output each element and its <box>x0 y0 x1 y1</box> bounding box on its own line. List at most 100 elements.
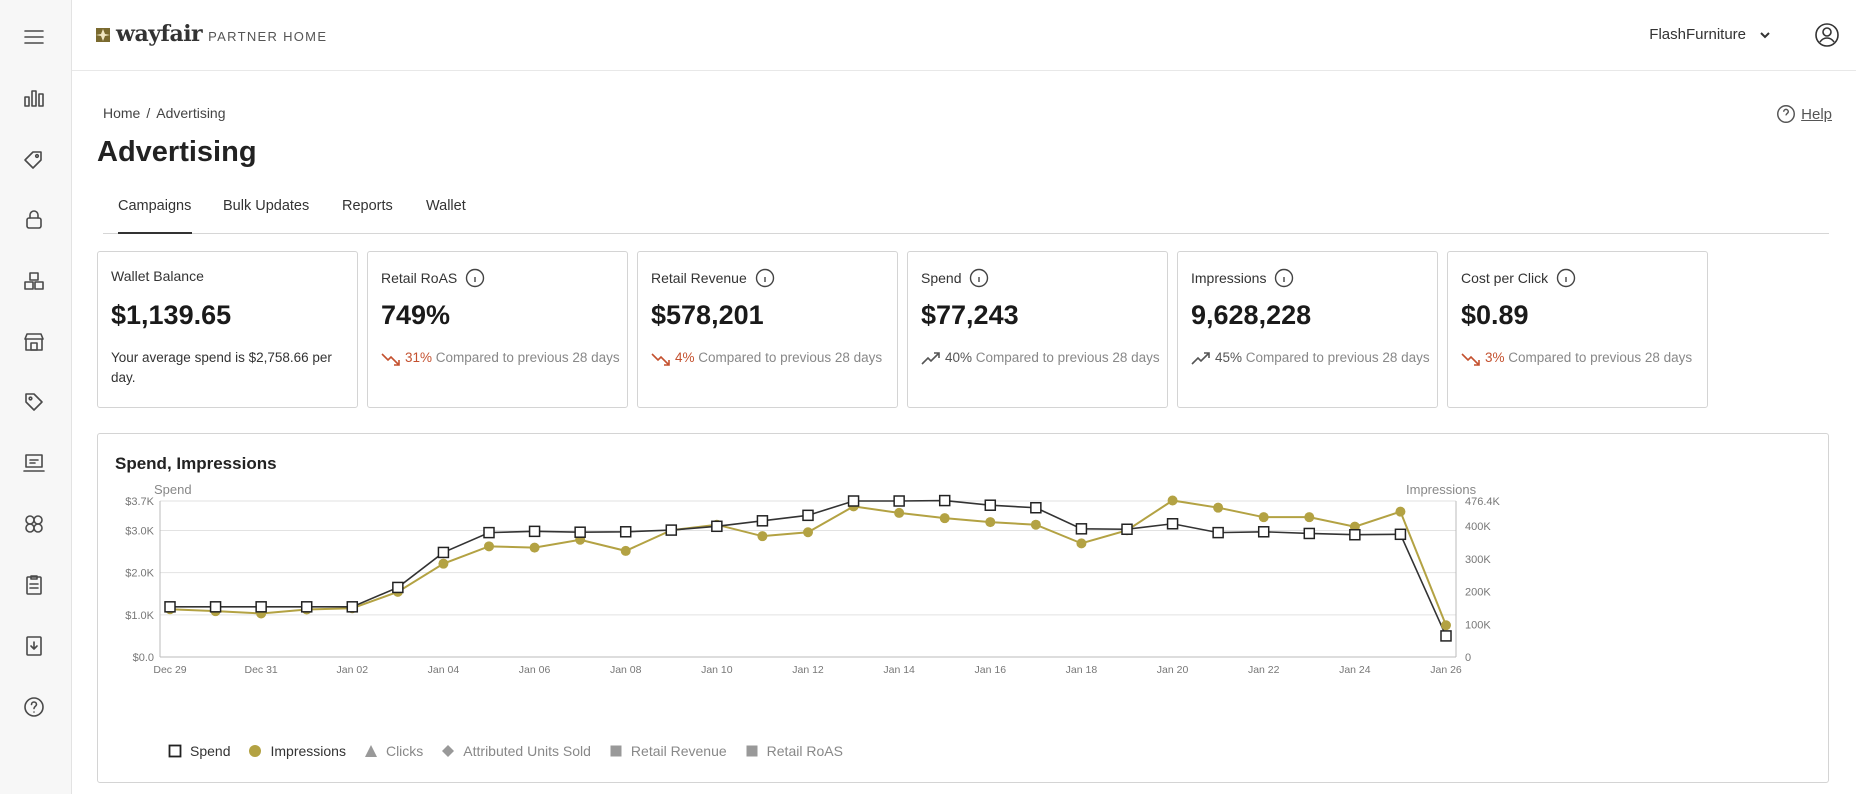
legend-label: Retail Revenue <box>630 743 727 759</box>
kpi-label: Cost per Click <box>1461 268 1576 288</box>
download-doc-icon[interactable] <box>16 628 52 664</box>
trend-down-icon <box>651 348 675 372</box>
price-tag-icon[interactable] <box>16 384 52 420</box>
legend-item-retail-revenue[interactable]: Retail Revenue <box>609 743 727 759</box>
y-right-tick-label: 400K <box>1465 521 1491 533</box>
help-circle-icon[interactable] <box>16 689 52 725</box>
x-tick-label: Jan 08 <box>610 664 642 676</box>
legend-item-attributed-units-sold[interactable]: Attributed Units Sold <box>441 743 591 759</box>
spend-point <box>802 509 814 522</box>
kpi-delta-pct: 4% <box>675 350 695 365</box>
kpi-delta-pct: 40% <box>945 350 973 365</box>
x-tick-label: Dec 29 <box>153 664 186 676</box>
spend-point <box>665 524 678 536</box>
kpi-card-spend: Spend $77,243 40% Compared to previous 2… <box>907 251 1168 408</box>
trend-down-icon <box>1461 348 1485 372</box>
breadcrumb-separator: / <box>146 105 151 121</box>
impressions-point <box>803 527 813 538</box>
help-label: Help <box>1801 105 1832 123</box>
kpi-value: $0.89 <box>1461 300 1529 330</box>
square-marker-icon <box>168 744 182 758</box>
spend-point <box>938 494 951 507</box>
chart-canvas: $0.0 $1.0K $2.0K $3.0K $3.7K 0 100K 200K 300K 400… <box>125 482 1500 676</box>
grid-circles-icon[interactable] <box>16 506 52 542</box>
impressions-point <box>939 513 950 524</box>
tab-reports[interactable]: Reports <box>342 198 393 214</box>
spend-point <box>756 515 769 527</box>
account-switcher[interactable]: FlashFurniture <box>1649 26 1772 43</box>
info-icon[interactable] <box>1274 268 1294 288</box>
boxes-icon[interactable] <box>16 263 52 299</box>
kpi-card-wallet-balance: Wallet Balance $1,139.65 Your average sp… <box>97 251 358 408</box>
square-filled-marker-icon <box>746 745 758 757</box>
spend-point <box>1212 526 1224 539</box>
impressions-point <box>1167 495 1178 506</box>
legend-item-impressions[interactable]: Impressions <box>248 743 346 759</box>
clipboard-icon[interactable] <box>16 567 52 603</box>
kpi-card-impressions: Impressions 9,628,228 45% Compared to pr… <box>1177 251 1438 408</box>
x-tick-label: Jan 14 <box>883 664 915 676</box>
legend-item-retail-roas[interactable]: Retail RoAS <box>745 743 843 759</box>
chevron-down-icon <box>1760 31 1770 38</box>
spend-point <box>1440 630 1452 642</box>
info-icon[interactable] <box>465 268 485 288</box>
tab-bulk-updates[interactable]: Bulk Updates <box>223 198 310 214</box>
spend-point <box>255 601 267 613</box>
user-account-icon[interactable] <box>1814 22 1840 48</box>
kpi-label-text: Cost per Click <box>1461 270 1549 286</box>
y-right-tick-label: 0 <box>1465 652 1471 664</box>
y-right-tick-label: 100K <box>1465 619 1491 631</box>
info-icon[interactable] <box>755 268 775 288</box>
impressions-point <box>1258 512 1269 523</box>
kpi-delta-pct: 3% <box>1485 350 1505 365</box>
diamond-marker-icon <box>442 745 455 757</box>
circle-marker-icon <box>249 745 262 757</box>
legend-item-clicks[interactable]: Clicks <box>364 743 423 759</box>
info-icon[interactable] <box>969 268 989 288</box>
kpi-note: Your average spend is $2,758.66 per day. <box>111 350 332 385</box>
store-icon[interactable] <box>16 324 52 360</box>
wayfair-logo[interactable]: wayfair PARTNER HOME <box>96 21 327 47</box>
kpi-delta-text: 31% Compared to previous 28 days <box>405 348 620 372</box>
help-link[interactable]: Help <box>1775 103 1832 125</box>
menu-icon[interactable] <box>16 19 52 55</box>
x-tick-label: Jan 16 <box>975 664 1007 676</box>
spend-point <box>847 495 860 507</box>
info-icon[interactable] <box>1556 268 1576 288</box>
account-name: FlashFurniture <box>1649 26 1746 43</box>
tab-wallet[interactable]: Wallet <box>426 198 466 214</box>
tag-icon[interactable] <box>16 141 52 177</box>
side-rail <box>0 0 72 794</box>
kpi-label: Wallet Balance <box>111 268 204 284</box>
kpi-delta-text: 40% Compared to previous 28 days <box>945 348 1160 372</box>
lock-bag-icon[interactable] <box>16 202 52 238</box>
spend-point <box>619 526 632 538</box>
spend-point <box>392 581 404 594</box>
square-filled-marker-icon <box>610 745 622 757</box>
trend-up-icon <box>1191 348 1215 372</box>
spend-point <box>984 499 997 511</box>
breadcrumb-home[interactable]: Home <box>103 105 141 121</box>
kpi-label: Retail Revenue <box>651 268 775 288</box>
tab-campaigns[interactable]: Campaigns <box>118 198 192 234</box>
x-tick-label: Jan 10 <box>701 664 733 676</box>
kpi-delta-pct: 31% <box>405 350 433 365</box>
x-tick-label: Jan 24 <box>1339 664 1371 676</box>
kpi-delta-compare: Compared to previous 28 days <box>698 350 883 365</box>
legend-item-spend[interactable]: Spend <box>168 743 230 759</box>
x-tick-label: Jan 22 <box>1248 664 1280 676</box>
kpi-delta-compare: Compared to previous 28 days <box>1245 350 1430 365</box>
spend-point <box>893 495 905 507</box>
kpi-delta-compare: Compared to previous 28 days <box>975 350 1160 365</box>
trend-up-icon <box>921 348 945 372</box>
bar-chart-icon[interactable] <box>16 80 52 116</box>
kpi-label: Impressions <box>1191 268 1294 288</box>
legend-label: Attributed Units Sold <box>463 743 591 759</box>
laptop-icon[interactable] <box>16 445 52 481</box>
y-left-tick-label: $3.0K <box>125 526 154 538</box>
kpi-label-text: Retail RoAS <box>381 270 458 286</box>
kpi-delta: 3% Compared to previous 28 days <box>1461 348 1701 372</box>
wayfair-logo-mark-icon <box>96 28 110 42</box>
kpi-card-retail-revenue: Retail Revenue $578,201 4% Compared to p… <box>637 251 898 408</box>
kpi-delta: 45% Compared to previous 28 days <box>1191 348 1431 372</box>
